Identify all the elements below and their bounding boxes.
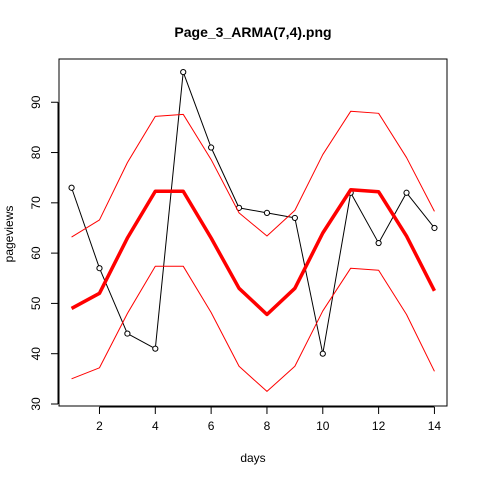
y-tick-label: 30 bbox=[29, 397, 43, 411]
y-tick-label: 60 bbox=[29, 246, 43, 260]
fitted-series-line bbox=[70, 188, 436, 317]
series-layer bbox=[68, 68, 438, 392]
observed-point bbox=[180, 68, 187, 76]
y-tick-label: 40 bbox=[29, 347, 43, 361]
y-axis-label: pageviews bbox=[2, 206, 16, 263]
observed-point bbox=[68, 184, 75, 191]
observed-point bbox=[403, 189, 410, 196]
observed-point bbox=[124, 330, 131, 337]
observed-series-line bbox=[71, 71, 435, 355]
observed-point bbox=[291, 214, 298, 222]
y-tick-label: 70 bbox=[29, 196, 43, 210]
observed-point bbox=[375, 239, 382, 247]
x-axis-label: days bbox=[240, 451, 265, 465]
y-tick-label: 50 bbox=[29, 296, 43, 310]
observed-point bbox=[152, 345, 159, 352]
x-tick-label: 14 bbox=[428, 419, 442, 433]
observed-point bbox=[431, 224, 438, 232]
upper-band-series-line bbox=[71, 110, 435, 238]
y-tick-label: 90 bbox=[29, 95, 43, 109]
observed-point bbox=[208, 144, 215, 151]
plot-area-frame bbox=[58, 58, 448, 407]
x-tick-label: 2 bbox=[96, 419, 103, 433]
lower-band-series-line bbox=[71, 265, 435, 392]
x-tick-label: 6 bbox=[208, 419, 215, 433]
observed-point bbox=[319, 350, 326, 357]
x-axis: 2 4 6 8 10 12 14 bbox=[96, 406, 442, 433]
y-axis: 30 40 50 60 70 80 90 bbox=[29, 95, 59, 411]
observed-point bbox=[96, 265, 103, 272]
y-tick-label: 80 bbox=[29, 146, 43, 160]
x-tick-label: 10 bbox=[316, 419, 330, 433]
chart-title: Page_3_ARMA(7,4).png bbox=[174, 24, 331, 40]
observed-point bbox=[263, 209, 271, 216]
x-tick-label: 8 bbox=[264, 419, 271, 433]
x-tick-label: 12 bbox=[372, 419, 386, 433]
x-tick-label: 4 bbox=[152, 419, 159, 433]
